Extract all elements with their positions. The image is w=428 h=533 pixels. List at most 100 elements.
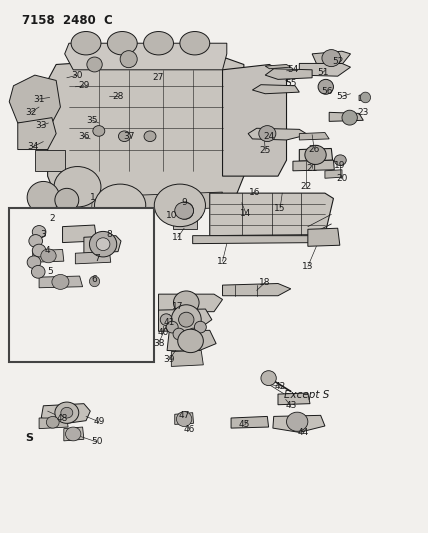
Text: 15: 15 (274, 204, 286, 213)
Ellipse shape (171, 305, 201, 335)
Polygon shape (167, 330, 216, 352)
Text: 8: 8 (107, 230, 113, 239)
Text: 49: 49 (93, 417, 104, 426)
Polygon shape (278, 393, 310, 405)
Text: 41: 41 (163, 318, 175, 327)
Polygon shape (293, 160, 334, 171)
Ellipse shape (54, 166, 101, 207)
Text: 31: 31 (33, 94, 45, 103)
Ellipse shape (318, 79, 333, 94)
Ellipse shape (87, 57, 102, 72)
Text: 26: 26 (309, 145, 320, 154)
Text: 51: 51 (317, 68, 329, 77)
Ellipse shape (175, 202, 193, 219)
Text: 33: 33 (36, 121, 47, 130)
Text: 50: 50 (91, 438, 102, 447)
Ellipse shape (187, 328, 199, 340)
Text: 34: 34 (27, 142, 39, 151)
Ellipse shape (27, 181, 59, 213)
Ellipse shape (120, 51, 137, 68)
Ellipse shape (160, 314, 172, 326)
Polygon shape (75, 252, 111, 264)
Ellipse shape (93, 126, 105, 136)
Polygon shape (84, 236, 121, 253)
Text: 29: 29 (78, 81, 89, 90)
Text: 45: 45 (239, 421, 250, 430)
Polygon shape (35, 150, 65, 171)
Text: 53: 53 (336, 92, 348, 101)
Text: 23: 23 (358, 108, 369, 117)
Text: 7: 7 (94, 254, 100, 263)
Polygon shape (248, 128, 308, 140)
Text: 18: 18 (259, 278, 271, 287)
Polygon shape (223, 64, 286, 176)
Text: 20: 20 (336, 174, 348, 183)
Polygon shape (299, 149, 333, 161)
Text: 43: 43 (285, 401, 297, 410)
Ellipse shape (154, 184, 205, 227)
Polygon shape (175, 413, 193, 424)
Text: 56: 56 (321, 86, 333, 95)
Polygon shape (62, 225, 97, 243)
Ellipse shape (89, 231, 117, 257)
Text: 4: 4 (45, 246, 51, 255)
Ellipse shape (95, 184, 146, 227)
Text: 42: 42 (274, 382, 286, 391)
Ellipse shape (334, 155, 346, 165)
Text: 32: 32 (25, 108, 36, 117)
Polygon shape (265, 64, 291, 69)
Ellipse shape (65, 427, 81, 441)
Text: 40: 40 (157, 328, 169, 337)
Polygon shape (48, 54, 244, 197)
Ellipse shape (89, 276, 100, 287)
Ellipse shape (342, 110, 357, 125)
Ellipse shape (32, 244, 46, 257)
Ellipse shape (178, 312, 194, 327)
Text: 9: 9 (181, 198, 187, 207)
Text: 28: 28 (112, 92, 124, 101)
Polygon shape (210, 193, 333, 236)
Ellipse shape (55, 188, 79, 212)
Text: 27: 27 (153, 73, 164, 82)
Ellipse shape (71, 31, 101, 55)
Polygon shape (64, 427, 84, 441)
Ellipse shape (176, 411, 192, 426)
Ellipse shape (107, 31, 137, 55)
Text: 54: 54 (287, 66, 299, 74)
Ellipse shape (46, 416, 59, 428)
Text: 2: 2 (49, 214, 55, 223)
Ellipse shape (61, 407, 73, 418)
Polygon shape (299, 63, 351, 76)
Text: 21: 21 (306, 164, 318, 173)
Polygon shape (231, 416, 269, 428)
Polygon shape (253, 85, 299, 94)
Text: 16: 16 (249, 188, 260, 197)
Ellipse shape (173, 328, 185, 340)
Ellipse shape (41, 249, 56, 263)
Polygon shape (265, 69, 312, 79)
Polygon shape (158, 294, 223, 312)
Text: 37: 37 (123, 132, 134, 141)
Polygon shape (329, 112, 363, 122)
Ellipse shape (305, 146, 326, 165)
Ellipse shape (31, 265, 45, 278)
Text: 6: 6 (92, 275, 98, 284)
Ellipse shape (166, 321, 178, 333)
Polygon shape (33, 249, 64, 262)
Ellipse shape (144, 31, 173, 55)
Polygon shape (359, 94, 369, 101)
Text: 52: 52 (332, 58, 343, 66)
Ellipse shape (29, 235, 42, 247)
Text: 30: 30 (72, 70, 83, 79)
Ellipse shape (178, 329, 203, 353)
Polygon shape (171, 351, 203, 367)
Text: 35: 35 (86, 116, 98, 125)
Polygon shape (173, 219, 197, 229)
Text: 36: 36 (78, 132, 89, 141)
Polygon shape (158, 309, 212, 332)
Ellipse shape (261, 370, 276, 385)
Text: 3: 3 (41, 230, 46, 239)
Text: 47: 47 (178, 411, 190, 420)
Polygon shape (65, 43, 227, 70)
Text: 11: 11 (172, 233, 184, 242)
